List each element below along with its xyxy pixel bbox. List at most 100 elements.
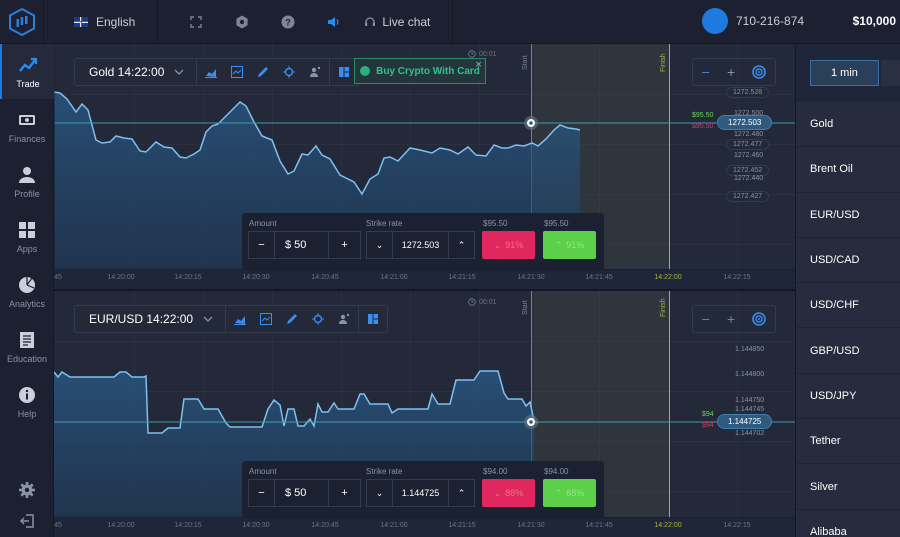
price-level: 1.144800 [735,371,765,378]
order-panel: Amount − $ 50 + Strike rate ⌄ 1.144725 ⌃… [242,461,604,519]
price-level: 1272.500 [734,110,764,117]
sidebar-item-trade[interactable]: Trade [0,44,54,99]
buy-up-button[interactable]: ⌃ 88% [543,479,596,507]
current-price-tag: 1.144725 [717,414,773,429]
asset-item-tether[interactable]: Tether [796,419,900,465]
asset-item-silver[interactable]: Silver [796,464,900,510]
amount-stepper: − $ 50 + [248,479,361,507]
strike-decrease-button[interactable]: ⌄ [367,480,393,506]
crosshair-icon[interactable] [310,311,326,327]
strike-input[interactable]: 1.144725 [393,480,449,506]
asset-name: Gold 14:22:00 [89,65,165,79]
zoom-out-button[interactable]: − [701,311,710,327]
layout-icon[interactable] [365,311,381,327]
indicators-icon[interactable] [258,311,274,327]
asset-item-usd-jpy[interactable]: USD/JPY [796,374,900,420]
strike-increase-button[interactable]: ⌃ [457,487,466,498]
balance[interactable]: $10,000 [852,14,896,28]
cash-icon [19,114,35,125]
amount-increase-button[interactable]: + [341,487,348,499]
buy-up-button[interactable]: ⌃ 91% [543,231,596,259]
price-level: 1272.528 [726,87,770,98]
sidebar-item-label: Analytics [8,298,45,309]
price-level: 1272.440 [734,175,764,182]
chart-panel-gold[interactable]: Start Finish 00:01 Gold 14:22:00 [54,44,795,289]
settings-hex-icon[interactable] [234,14,250,30]
price-level: 1272.480 [734,131,764,138]
close-icon[interactable]: ✕ [475,60,482,69]
panel-divider[interactable] [54,289,795,291]
area-chart-icon[interactable] [203,64,219,80]
gear-icon[interactable] [18,481,36,499]
layout-tools [359,306,387,332]
asset-name: EUR/USD 14:22:00 [89,312,194,326]
asset-item-usd-chf[interactable]: USD/CHF [796,283,900,329]
period-next-button[interactable] [880,60,900,86]
asset-item-gold[interactable]: Gold [796,102,900,148]
pie-chart-icon [19,276,35,293]
buy-crypto-banner[interactable]: Buy Crypto With Card ✕ [354,58,486,84]
sound-icon[interactable] [326,14,342,30]
sidebar-item-help[interactable]: Help [0,374,54,429]
strike-stepper: ⌄ 1272.503 ⌃ [366,231,475,259]
asset-item-brent-oil[interactable]: Brent Oil [796,147,900,193]
asset-selector[interactable]: EUR/USD 14:22:00 [75,306,227,332]
help-icon[interactable]: ? [280,14,296,30]
social-trading-icon[interactable] [307,64,323,80]
sidebar-item-finances[interactable]: Finances [0,99,54,154]
strike-stepper: ⌄ 1.144725 ⌃ [366,479,475,507]
current-price-tag: 1272.503 [717,115,773,130]
asset-item-usd-cad[interactable]: USD/CAD [796,238,900,284]
sidebar-item-apps[interactable]: Apps [0,209,54,264]
payout-up-marker: $95.50 [692,112,714,119]
down-payout: $94.00 [483,467,508,476]
target-icon[interactable] [752,65,767,79]
strike-decrease-button[interactable]: ⌄ [367,232,393,258]
amount-decrease-button[interactable]: − [249,232,275,258]
sidebar-item-education[interactable]: Education [0,319,54,374]
account-menu[interactable]: 710-216-874 [702,8,804,34]
uk-flag-icon [74,16,88,27]
target-icon[interactable] [752,312,767,326]
logo-icon[interactable] [0,0,44,44]
strike-increase-button[interactable]: ⌃ [457,239,466,250]
chevron-down-icon [203,316,213,322]
zoom-in-button[interactable]: + [726,64,736,80]
avatar[interactable] [702,8,728,34]
fullscreen-icon[interactable] [188,14,204,30]
down-payout: $95.50 [483,219,508,228]
amount-input[interactable]: $ 50 [275,232,329,258]
layout-icon[interactable] [336,64,352,80]
amount-input[interactable]: $ 50 [275,480,329,506]
asset-item-eur-usd[interactable]: EUR/USD [796,193,900,238]
info-icon [19,386,35,403]
sell-down-button[interactable]: ⌄ 88% [482,479,535,507]
pencil-icon[interactable] [284,311,300,327]
zoom-out-button[interactable]: − [701,64,710,80]
amount-increase-button[interactable]: + [341,239,348,251]
sidebar-item-analytics[interactable]: Analytics [0,264,54,319]
headset-icon [365,16,376,26]
crosshair-icon[interactable] [281,64,297,80]
amount-stepper: − $ 50 + [248,231,361,259]
period-1min-button[interactable]: 1 min [810,60,879,86]
amount-decrease-button[interactable]: − [249,480,275,506]
chart-panel-eurusd[interactable]: Start Finish 00:01 EUR/USD 14:22:00 [54,291,795,537]
social-trading-icon[interactable] [336,311,352,327]
price-level: 1272.452 [726,165,770,176]
sidebar-item-profile[interactable]: Profile [0,154,54,209]
live-chat-button[interactable]: Live chat [364,15,430,29]
asset-selector[interactable]: Gold 14:22:00 [75,59,198,85]
asset-item-gbp-usd[interactable]: GBP/USD [796,328,900,374]
indicators-icon[interactable] [229,64,245,80]
strike-input[interactable]: 1272.503 [393,232,449,258]
language-selector[interactable]: English [74,15,135,29]
logout-icon[interactable] [19,513,35,529]
arrow-up-icon: ⌃ [554,487,563,498]
zoom-in-button[interactable]: + [726,311,736,327]
sell-down-button[interactable]: ⌄ 91% [482,231,535,259]
area-chart-icon[interactable] [232,311,248,327]
asset-item-alibaba[interactable]: Alibaba [796,510,900,537]
pencil-icon[interactable] [255,64,271,80]
